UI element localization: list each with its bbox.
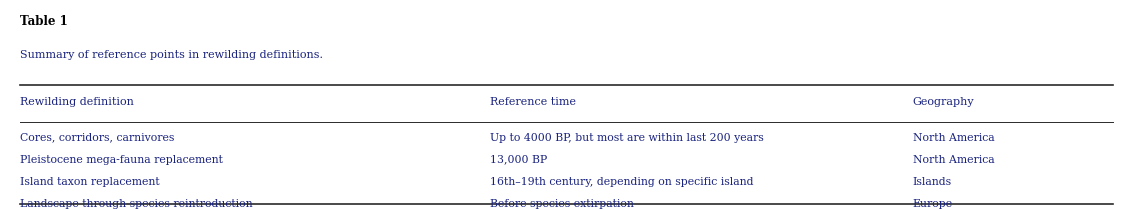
Text: Landscape through species reintroduction: Landscape through species reintroduction (20, 199, 252, 209)
Text: Before species extirpation: Before species extirpation (490, 199, 635, 209)
Text: Up to 4000 BP, but most are within last 200 years: Up to 4000 BP, but most are within last … (490, 133, 764, 143)
Text: North America: North America (913, 155, 994, 165)
Text: North America: North America (913, 133, 994, 143)
Text: Summary of reference points in rewilding definitions.: Summary of reference points in rewilding… (20, 50, 323, 60)
Text: 16th–19th century, depending on specific island: 16th–19th century, depending on specific… (490, 177, 754, 187)
Text: Europe: Europe (913, 199, 953, 209)
Text: Cores, corridors, carnivores: Cores, corridors, carnivores (20, 133, 175, 143)
Text: Pleistocene mega-fauna replacement: Pleistocene mega-fauna replacement (20, 155, 223, 165)
Text: 13,000 BP: 13,000 BP (490, 155, 548, 165)
Text: Geography: Geography (913, 97, 975, 107)
Text: Island taxon replacement: Island taxon replacement (20, 177, 160, 187)
Text: Rewilding definition: Rewilding definition (20, 97, 134, 107)
Text: Table 1: Table 1 (20, 15, 68, 28)
Text: Reference time: Reference time (490, 97, 576, 107)
Text: Islands: Islands (913, 177, 952, 187)
